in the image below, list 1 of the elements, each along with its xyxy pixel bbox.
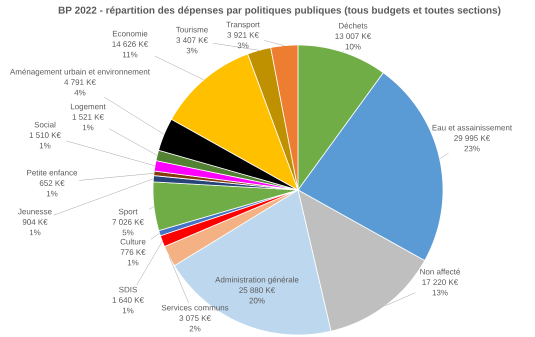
chart-title: BP 2022 - répartition des dépenses par politiques publiques (tous budgets et toutes sections) <box>58 6 500 16</box>
